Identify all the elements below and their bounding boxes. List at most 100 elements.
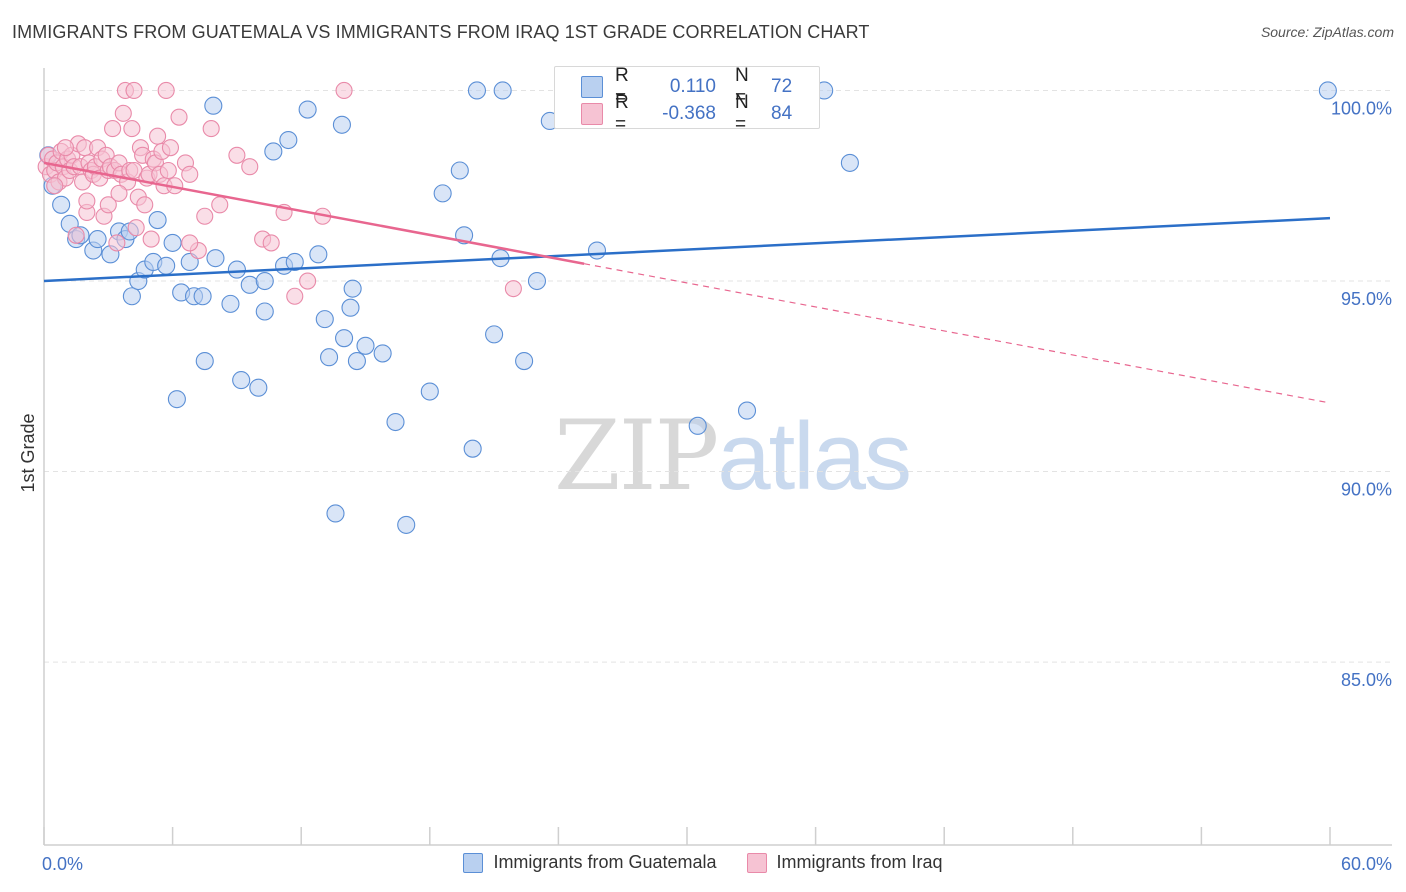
- data-point-iraq: [211, 196, 229, 214]
- data-point-iraq: [157, 81, 175, 100]
- data-point-iraq: [149, 127, 167, 145]
- y-tick-label: 95.0%: [1341, 289, 1392, 309]
- data-point-guatemala: [326, 504, 345, 523]
- stats-n-label: N =: [735, 65, 749, 108]
- legend-item-guatemala[interactable]: Immigrants from Guatemala: [463, 852, 717, 873]
- data-point-guatemala: [264, 142, 283, 161]
- data-point-guatemala: [485, 325, 504, 344]
- data-point-guatemala: [255, 271, 274, 291]
- y-tick-label: 85.0%: [1341, 670, 1392, 690]
- legend-swatch-guatemala: [463, 852, 484, 873]
- data-point-iraq: [110, 184, 128, 202]
- data-point-iraq: [99, 196, 117, 214]
- trend-line-guatemala: [43, 216, 1331, 283]
- data-point-iraq: [159, 161, 177, 180]
- data-point-guatemala: [52, 195, 71, 214]
- data-point-guatemala: [163, 233, 182, 252]
- data-point-guatemala: [148, 210, 167, 230]
- data-point-iraq: [78, 192, 96, 210]
- data-point-guatemala: [204, 96, 223, 115]
- data-point-iraq: [56, 139, 74, 157]
- data-point-guatemala: [343, 279, 362, 298]
- data-point-iraq: [228, 146, 246, 164]
- data-point-iraq: [181, 165, 199, 183]
- chart-title: IMMIGRANTS FROM GUATEMALA VS IMMIGRANTS …: [12, 22, 870, 42]
- data-point-guatemala: [315, 310, 334, 329]
- stats-r-label: R =: [615, 65, 629, 108]
- data-point-guatemala: [463, 439, 482, 458]
- stats-r-value: 0.110: [669, 76, 716, 97]
- legend-label-guatemala: Immigrants from Guatemala: [493, 852, 717, 872]
- data-point-iraq: [67, 226, 85, 244]
- y-tick-label: 100.0%: [1331, 98, 1392, 118]
- data-point-guatemala: [255, 302, 274, 321]
- data-point-iraq: [299, 272, 317, 290]
- data-point-guatemala: [240, 275, 259, 294]
- data-point-iraq: [170, 108, 188, 126]
- data-point-iraq: [127, 219, 145, 237]
- y-axis-title: 1st Grade: [18, 413, 38, 492]
- data-point-guatemala: [450, 161, 469, 180]
- data-point-iraq: [335, 81, 353, 100]
- data-point-iraq: [46, 177, 64, 195]
- data-point-guatemala: [397, 515, 416, 534]
- legend-label-iraq: Immigrants from Iraq: [776, 852, 943, 872]
- data-point-guatemala: [298, 100, 317, 119]
- data-point-guatemala: [206, 249, 225, 268]
- data-point-iraq: [114, 104, 132, 122]
- stats-swatch-guatemala: [581, 76, 603, 98]
- x-tick-label: 0.0%: [42, 854, 83, 874]
- y-tick-label: 90.0%: [1341, 480, 1392, 500]
- data-point-guatemala: [193, 287, 212, 306]
- data-point-guatemala: [688, 416, 707, 435]
- data-point-iraq: [262, 234, 280, 252]
- data-point-guatemala: [341, 298, 360, 317]
- data-point-iraq: [125, 81, 143, 100]
- data-point-guatemala: [122, 287, 141, 306]
- data-point-guatemala: [221, 294, 240, 313]
- data-point-iraq: [123, 120, 141, 138]
- data-point-guatemala: [279, 130, 298, 150]
- legend-swatch-iraq: [746, 852, 767, 873]
- data-point-guatemala: [420, 382, 439, 401]
- data-point-guatemala: [332, 115, 351, 134]
- data-point-guatemala: [335, 329, 354, 348]
- data-point-guatemala: [373, 344, 392, 363]
- data-point-iraq: [104, 120, 122, 138]
- data-point-guatemala: [320, 348, 339, 367]
- stats-n-label: N =: [735, 92, 749, 135]
- trend-line-iraq: [43, 161, 585, 265]
- data-point-iraq: [108, 234, 126, 252]
- stats-n-value: 72: [771, 76, 793, 97]
- data-point-guatemala: [433, 184, 452, 203]
- data-point-guatemala: [527, 271, 547, 291]
- watermark-atlas: atlas: [717, 403, 912, 510]
- stats-box: R = 0.110 N = 72 R = -0.368 N = 84: [554, 65, 820, 135]
- data-point-guatemala: [386, 412, 405, 432]
- data-point-guatemala: [88, 230, 107, 249]
- data-point-guatemala: [840, 153, 859, 172]
- trend-line-extension-iraq: [584, 263, 1331, 404]
- data-point-guatemala: [157, 256, 176, 275]
- data-point-iraq: [286, 287, 304, 305]
- data-point-guatemala: [167, 390, 186, 409]
- data-point-iraq: [181, 234, 199, 252]
- data-point-iraq: [202, 120, 220, 138]
- data-point-iraq: [504, 280, 522, 298]
- data-point-guatemala: [285, 252, 304, 272]
- data-point-guatemala: [309, 245, 328, 264]
- data-point-guatemala: [493, 81, 512, 100]
- legend-item-iraq[interactable]: Immigrants from Iraq: [746, 852, 943, 873]
- data-point-iraq: [136, 196, 154, 214]
- data-point-guatemala: [356, 336, 375, 355]
- data-point-guatemala: [232, 371, 251, 390]
- stats-r-value: -0.368: [662, 103, 716, 124]
- x-tick-label: 60.0%: [1341, 854, 1392, 874]
- source-label: Source: ZipAtlas.com: [1260, 24, 1394, 40]
- data-point-guatemala: [1318, 81, 1337, 100]
- stats-n-value: 84: [771, 103, 793, 124]
- data-point-iraq: [142, 230, 160, 248]
- stats-r-label: R =: [615, 92, 629, 135]
- data-point-iraq: [196, 207, 214, 225]
